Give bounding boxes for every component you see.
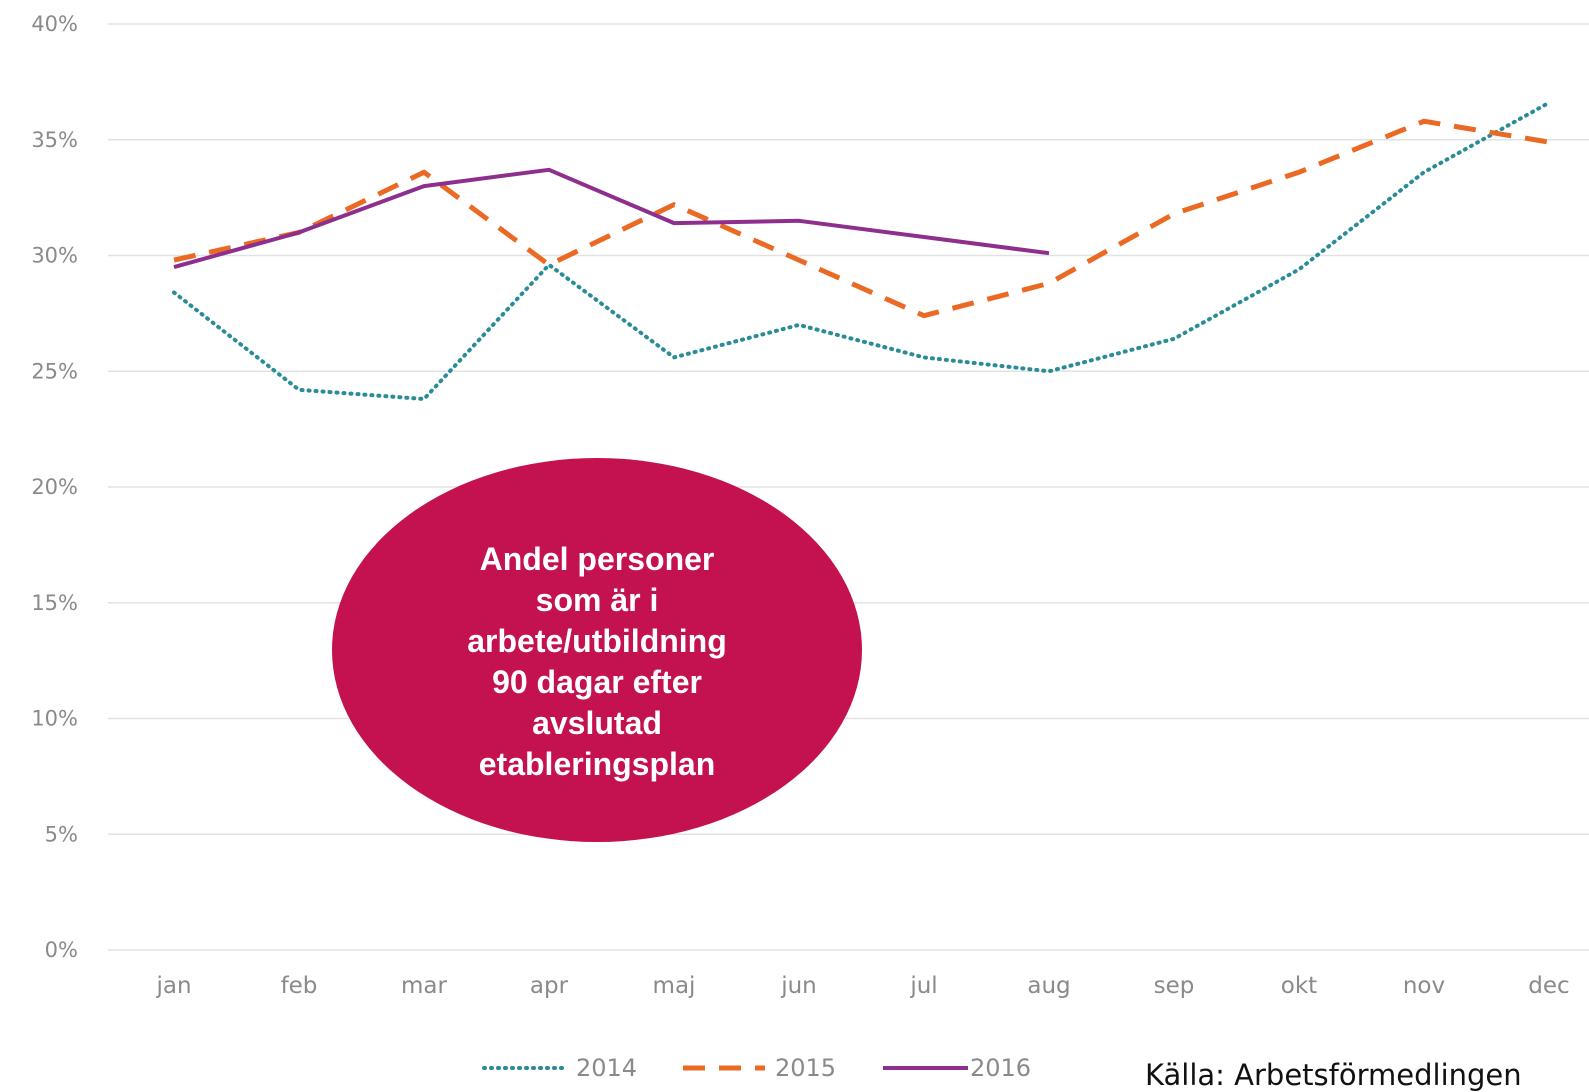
x-tick-label: nov (1403, 973, 1445, 999)
x-tick-label: dec (1528, 973, 1569, 999)
x-tick-label: feb (281, 973, 318, 999)
annotation-line: arbete/utbildning (467, 623, 727, 659)
annotation-line: etableringsplan (479, 746, 716, 782)
y-tick-label: 10% (31, 707, 78, 731)
annotation-ellipse (332, 458, 862, 842)
series-line-2015 (173, 118, 1550, 319)
annotation-line: som är i (536, 582, 659, 618)
legend: 2014 2015 2016 (482, 1054, 1031, 1082)
x-tick-label: apr (530, 973, 569, 999)
x-axis-ticks: jan feb mar apr maj jun jul aug sep okt nov dec (155, 973, 1569, 999)
y-tick-label: 30% (31, 244, 78, 268)
legend-label: 2014 (576, 1054, 637, 1082)
y-tick-label: 0% (45, 938, 78, 962)
annotation-line: 90 dagar efter (492, 664, 702, 700)
x-tick-label: mar (401, 973, 447, 999)
y-axis-ticks: 0% 5% 10% 15% 20% 25% 30% 35% 40% (31, 12, 78, 962)
x-tick-label: jun (780, 973, 817, 999)
x-tick-label: jan (155, 973, 191, 999)
x-tick-label: aug (1027, 973, 1070, 999)
y-tick-label: 15% (31, 591, 78, 615)
series-line-2014 (172, 100, 1551, 401)
legend-label: 2015 (775, 1054, 836, 1082)
y-tick-label: 35% (31, 128, 78, 152)
legend-label: 2016 (970, 1054, 1031, 1082)
y-tick-label: 5% (45, 822, 78, 846)
annotation-line: avslutad (532, 705, 662, 741)
annotation-line: Andel personer (480, 541, 715, 577)
y-tick-label: 40% (31, 12, 78, 36)
y-tick-label: 20% (31, 475, 78, 499)
series-lines (172, 100, 1551, 401)
x-tick-label: maj (653, 973, 696, 999)
x-tick-label: jul (909, 973, 937, 999)
y-tick-label: 25% (31, 359, 78, 383)
annotation-bubble: Andel personer som är i arbete/utbildning 9… (332, 458, 862, 842)
series-line-2016 (173, 167, 1050, 270)
source-note: Källa: Arbetsförmedlingen (1145, 1058, 1522, 1092)
x-tick-label: okt (1281, 973, 1317, 999)
x-tick-label: sep (1154, 973, 1195, 999)
gridlines (108, 23, 1589, 951)
